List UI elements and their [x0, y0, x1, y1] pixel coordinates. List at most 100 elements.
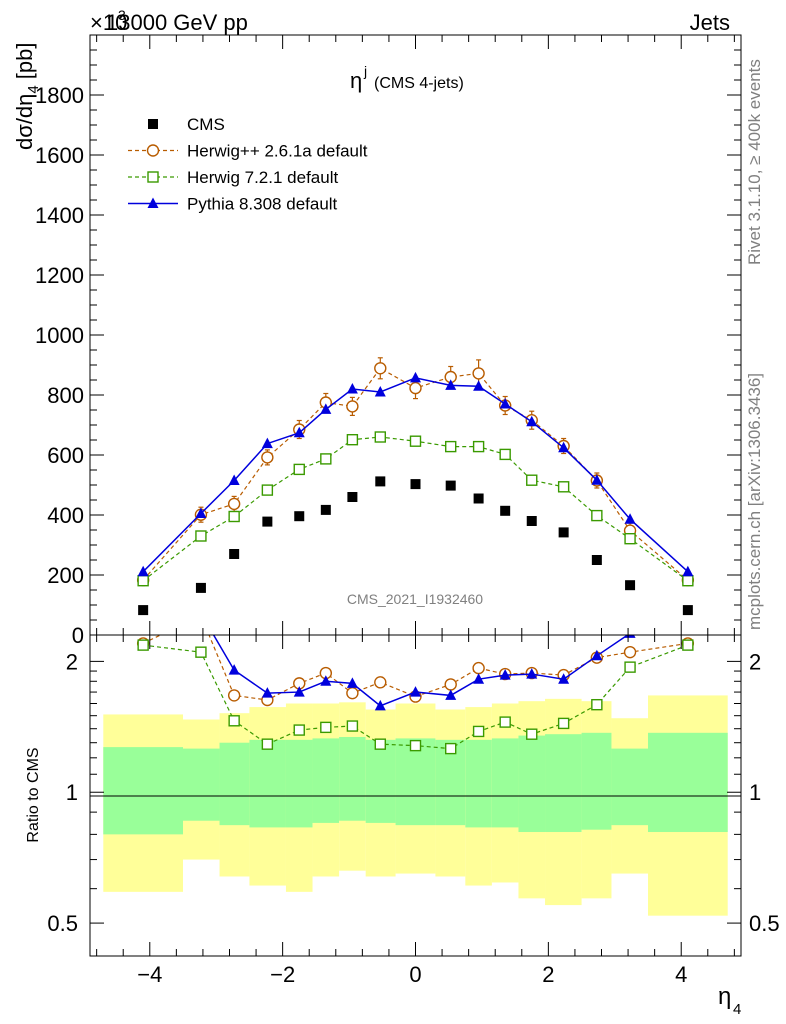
y-tick-label: 200: [47, 563, 84, 588]
band-inner: [581, 732, 612, 830]
band-inner: [285, 739, 313, 828]
ratio-y-tick-label: 1: [749, 780, 761, 805]
y-label-unit: [pb]: [12, 43, 37, 80]
ratio-series-herwig-7-2-1-default: [137, 639, 694, 755]
band-inner: [219, 742, 250, 826]
svg-text:dσ/dη4[pb]: dσ/dη4 [pb]: [12, 43, 42, 150]
ratio-point: [346, 720, 359, 732]
data-point: [410, 479, 421, 490]
data-point: [293, 463, 305, 476]
ratio-point: [293, 724, 305, 736]
data-point: [138, 605, 149, 616]
data-point: [500, 505, 511, 516]
data-point: [682, 565, 694, 577]
band-inner: [465, 739, 492, 828]
data-point: [625, 580, 636, 591]
chart-title-superscript: j: [363, 63, 367, 79]
ratio-point: [526, 668, 538, 679]
data-point: [262, 516, 273, 527]
y-label-main: dσ/dη: [12, 94, 37, 150]
ratio-point: [228, 715, 240, 727]
legend-entry-herwig-7-2-1-default: Herwig 7.2.1 default: [128, 168, 338, 187]
band-inner: [103, 747, 183, 835]
ratio-point: [195, 607, 206, 618]
data-point: [445, 440, 457, 453]
y-tick-label: 800: [47, 383, 84, 408]
data-point: [374, 431, 386, 443]
data-point: [472, 367, 485, 380]
data-point: [499, 398, 511, 409]
band-inner: [339, 736, 366, 821]
ratio-point: [473, 673, 485, 684]
main-y-label: dσ/dη4 [pb]: [12, 43, 42, 150]
ratio-point: [346, 677, 358, 688]
y-label-subscript: 4: [25, 85, 42, 93]
data-point: [261, 437, 273, 449]
ratio-point: [472, 661, 485, 675]
exponent-label: ×10: [90, 10, 127, 35]
band-inner: [312, 738, 340, 823]
data-point: [682, 605, 693, 616]
ratio-point: [346, 686, 359, 700]
data-point: [445, 379, 457, 390]
data-point: [227, 497, 241, 511]
ratio-point: [227, 689, 241, 702]
legend-label: Herwig++ 2.6.1a default: [187, 142, 368, 161]
ratio-point: [195, 646, 207, 658]
ratio-point: [472, 725, 485, 738]
chart-title: η: [350, 68, 362, 93]
data-point: [228, 510, 240, 523]
chart-subtitle: (CMS 4-jets): [374, 75, 464, 92]
ratio-point: [374, 738, 386, 750]
ratio-uncertainty-bands: [103, 695, 728, 916]
data-point: [137, 565, 149, 577]
x-axis-label: η: [718, 983, 731, 1010]
ratio-point: [682, 639, 694, 651]
band-inner: [545, 734, 582, 833]
band-inner: [491, 738, 519, 828]
legend-marker: [148, 119, 158, 129]
legend-label: Herwig 7.2.1 default: [187, 168, 338, 187]
data-point: [591, 474, 603, 485]
legend-marker: [147, 197, 159, 208]
y-tick-label: 1400: [35, 203, 84, 228]
data-point: [624, 533, 636, 545]
ratio-point: [445, 742, 457, 755]
legend: CMS Herwig++ 2.6.1a default Herwig 7.2.1 d…: [128, 115, 368, 214]
data-point: [558, 441, 570, 453]
ratio-point: [374, 676, 387, 689]
data-point: [558, 527, 569, 538]
analysis-watermark: CMS_2021_I1932460: [347, 591, 483, 607]
series-cms: [138, 476, 693, 616]
band-inner: [518, 735, 546, 833]
data-point: [346, 400, 359, 413]
data-point: [409, 381, 422, 395]
x-tick-label: 4: [675, 962, 687, 987]
x-axis-label-subscript: 4: [733, 1001, 741, 1018]
data-point: [557, 481, 570, 493]
ratio-point: [410, 686, 421, 697]
data-point: [195, 507, 207, 518]
data-point: [591, 555, 602, 565]
x-tick-label: 2: [542, 962, 554, 987]
data-point: [526, 516, 537, 526]
ratio-point: [445, 689, 457, 700]
data-point: [374, 386, 386, 397]
main-panel: 0 200 400 600 800 1000 1200 1400 1600 1800 η j (C…: [12, 34, 742, 648]
ratio-panel: 0.5 0.51 12 2 −4 −2 0 2 4 Ratio to CMS η 4: [25, 607, 780, 1018]
main-y-axis: 0 200 400 600 800 1000 1200 1400 1600 1800: [35, 34, 741, 648]
data-point: [195, 582, 206, 593]
ratio-point: [374, 699, 386, 711]
ratio-point: [526, 728, 538, 740]
legend-entry-herwig-2-6-1a-default: Herwig++ 2.6.1a default: [128, 142, 368, 161]
ratio-y-label: Ratio to CMS: [25, 747, 42, 842]
data-point: [293, 426, 305, 438]
data-point: [526, 474, 538, 486]
band-inner: [249, 739, 286, 828]
legend-label: CMS: [187, 115, 225, 134]
exponent-power: 3: [118, 7, 126, 23]
ratio-point: [499, 716, 511, 728]
legend-marker: [146, 144, 160, 157]
data-point: [320, 403, 332, 414]
ratio-y-tick-label: 2: [66, 649, 78, 674]
